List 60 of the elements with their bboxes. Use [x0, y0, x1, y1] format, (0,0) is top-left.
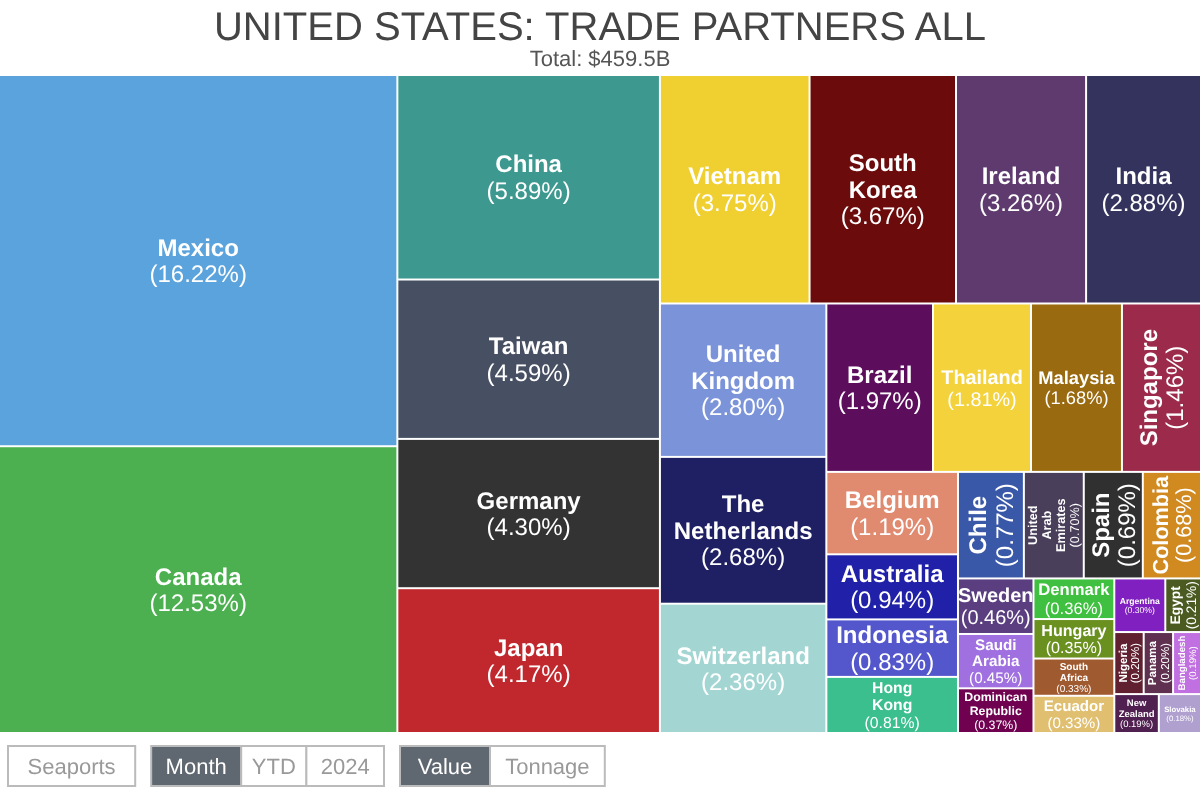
- category-label: Ireland: [981, 162, 1061, 191]
- category-label: Vietnam: [688, 162, 782, 191]
- data-label: (3.67%): [840, 202, 925, 231]
- category-label: Denmark: [1038, 579, 1111, 600]
- data-label: (12.53%): [149, 589, 247, 618]
- category-label: India: [1115, 162, 1173, 191]
- data-label: (0.35%): [1045, 639, 1103, 658]
- toggle-button: Value: [399, 745, 491, 787]
- toggle-button: 2024: [305, 745, 385, 787]
- data-label: (3.75%): [692, 188, 777, 217]
- category-label: Taiwan: [488, 332, 569, 361]
- data-label: (4.30%): [486, 513, 571, 542]
- data-label: (2.88%): [1101, 188, 1186, 217]
- category-label: United Kingdom: [691, 340, 796, 395]
- data-label: (0.69%): [1112, 483, 1141, 568]
- data-label: (2.80%): [701, 392, 786, 421]
- data-label: (0.83%): [850, 647, 935, 676]
- category-label: Brazil: [846, 360, 913, 389]
- data-label: (1.68%): [1044, 388, 1109, 409]
- data-label: (0.94%): [850, 586, 935, 615]
- category-label: Belgium: [844, 486, 940, 515]
- category-label: China: [495, 150, 563, 179]
- toggle-button: Tonnage: [489, 745, 606, 787]
- data-label: (1.81%): [947, 389, 1017, 412]
- category-label: Thailand: [941, 367, 1023, 390]
- data-label: (5.89%): [486, 176, 571, 205]
- data-label: (0.36%): [1044, 597, 1104, 618]
- data-label: (4.17%): [486, 660, 571, 689]
- category-label: Malaysia: [1038, 368, 1117, 389]
- category-label: Switzerland: [676, 641, 810, 670]
- category-label: Colombia: [1149, 473, 1174, 575]
- category-label: Singapore: [1134, 328, 1163, 447]
- toggle-button: YTD: [240, 745, 308, 787]
- category-label: Hungary: [1041, 621, 1108, 640]
- category-label: South Korea: [848, 149, 918, 204]
- toggle-button: Month: [150, 745, 243, 787]
- category-label: Mexico: [157, 233, 239, 262]
- data-label: (1.46%): [1161, 345, 1190, 430]
- data-label: (0.68%): [1173, 487, 1198, 564]
- category-label: The Netherlands: [673, 490, 814, 545]
- category-label: Australia: [840, 560, 945, 589]
- data-label: (2.36%): [701, 667, 786, 696]
- data-label: (0.46%): [960, 608, 1031, 631]
- text: Total: $459.5B: [529, 48, 671, 72]
- data-label: (1.97%): [837, 387, 922, 416]
- category-label: Chile: [964, 495, 993, 555]
- data-label: (16.22%): [149, 260, 247, 289]
- category-label: Indonesia: [836, 621, 949, 650]
- data-label: (2.68%): [701, 543, 786, 572]
- data-label: (4.59%): [486, 358, 571, 387]
- category-label: Japan: [493, 633, 564, 662]
- data-label: (3.26%): [979, 188, 1064, 217]
- toggle-button: Seaports: [7, 745, 137, 787]
- category-label: Spain: [1086, 492, 1115, 558]
- data-label: (0.77%): [990, 483, 1019, 568]
- category-label: Canada: [154, 562, 243, 591]
- text: UNITED STATES: TRADE PARTNERS ALL: [213, 6, 987, 50]
- category-label: Sweden: [958, 586, 1034, 609]
- category-label: Germany: [476, 486, 582, 515]
- data-label: (1.19%): [850, 512, 935, 541]
